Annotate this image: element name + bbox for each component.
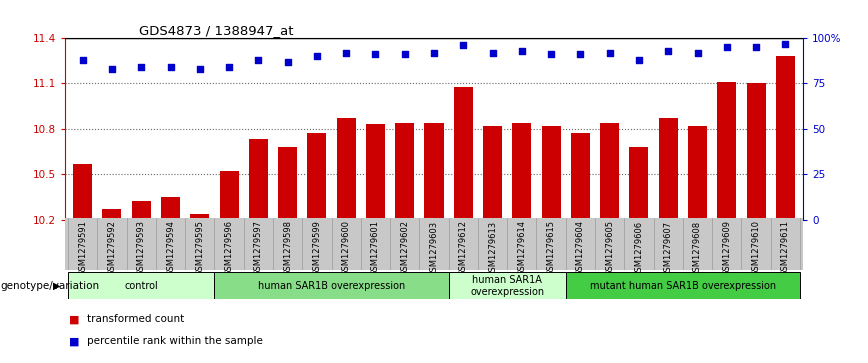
- Bar: [424, 123, 444, 220]
- Text: human SAR1B overexpression: human SAR1B overexpression: [258, 281, 405, 291]
- Bar: [395, 123, 414, 220]
- Point: [252, 57, 266, 63]
- Text: GSM1279594: GSM1279594: [166, 220, 175, 276]
- Text: GSM1279608: GSM1279608: [693, 220, 702, 277]
- Bar: [688, 126, 707, 220]
- Text: percentile rank within the sample: percentile rank within the sample: [87, 336, 263, 346]
- Point: [427, 50, 441, 56]
- Text: GSM1279593: GSM1279593: [137, 220, 146, 277]
- Bar: [73, 164, 92, 220]
- Point: [222, 64, 236, 70]
- Bar: [717, 82, 736, 220]
- Bar: [449, 272, 566, 299]
- Point: [602, 50, 616, 56]
- Bar: [68, 272, 214, 299]
- Text: GSM1279604: GSM1279604: [575, 220, 585, 277]
- Point: [193, 66, 207, 72]
- Text: GSM1279614: GSM1279614: [517, 220, 526, 277]
- Point: [76, 57, 89, 63]
- Text: GSM1279613: GSM1279613: [488, 220, 497, 277]
- Text: GSM1279595: GSM1279595: [195, 220, 204, 276]
- Bar: [512, 123, 531, 220]
- Bar: [659, 118, 678, 220]
- Text: GSM1279610: GSM1279610: [752, 220, 760, 277]
- Text: GSM1279609: GSM1279609: [722, 220, 731, 277]
- Point: [574, 52, 588, 57]
- Bar: [366, 124, 385, 220]
- Text: mutant human SAR1B overexpression: mutant human SAR1B overexpression: [589, 281, 776, 291]
- Bar: [746, 83, 766, 220]
- Text: GSM1279601: GSM1279601: [371, 220, 380, 277]
- Point: [398, 52, 411, 57]
- Text: GSM1279602: GSM1279602: [400, 220, 409, 277]
- Bar: [454, 86, 473, 220]
- Bar: [190, 213, 209, 220]
- Point: [457, 42, 470, 48]
- Text: GDS4873 / 1388947_at: GDS4873 / 1388947_at: [139, 24, 293, 37]
- Point: [749, 44, 763, 50]
- Bar: [132, 201, 151, 220]
- Bar: [337, 118, 356, 220]
- Text: GSM1279606: GSM1279606: [635, 220, 643, 277]
- Bar: [600, 123, 619, 220]
- Point: [369, 52, 383, 57]
- Text: GSM1279596: GSM1279596: [225, 220, 233, 277]
- Text: control: control: [124, 281, 158, 291]
- Bar: [161, 197, 180, 220]
- Text: GSM1279599: GSM1279599: [312, 220, 321, 276]
- Point: [515, 48, 529, 54]
- Bar: [776, 56, 795, 220]
- Text: GSM1279592: GSM1279592: [108, 220, 116, 276]
- Text: GSM1279603: GSM1279603: [430, 220, 438, 277]
- Point: [105, 66, 119, 72]
- Point: [544, 52, 558, 57]
- Text: GSM1279597: GSM1279597: [253, 220, 263, 277]
- Text: GSM1279611: GSM1279611: [781, 220, 790, 277]
- Text: ■: ■: [69, 314, 79, 325]
- Point: [691, 50, 705, 56]
- Bar: [542, 126, 561, 220]
- Text: GSM1279598: GSM1279598: [283, 220, 293, 277]
- Text: transformed count: transformed count: [87, 314, 185, 325]
- Bar: [483, 126, 502, 220]
- Text: GSM1279591: GSM1279591: [78, 220, 87, 276]
- Point: [135, 64, 148, 70]
- Point: [661, 48, 675, 54]
- Bar: [102, 209, 122, 220]
- Point: [632, 57, 646, 63]
- Point: [339, 50, 353, 56]
- Bar: [629, 147, 648, 220]
- Bar: [566, 272, 800, 299]
- Point: [779, 41, 792, 46]
- Bar: [571, 134, 590, 220]
- Text: ▶: ▶: [53, 281, 61, 291]
- Text: GSM1279600: GSM1279600: [342, 220, 351, 277]
- Bar: [249, 139, 268, 220]
- Bar: [214, 272, 449, 299]
- Bar: [278, 147, 297, 220]
- Text: GSM1279612: GSM1279612: [459, 220, 468, 277]
- Point: [280, 59, 294, 65]
- Text: ■: ■: [69, 336, 79, 346]
- Text: GSM1279607: GSM1279607: [664, 220, 673, 277]
- Text: human SAR1A
overexpression: human SAR1A overexpression: [470, 275, 544, 297]
- Text: genotype/variation: genotype/variation: [1, 281, 100, 291]
- Point: [720, 44, 733, 50]
- Point: [310, 53, 324, 59]
- Text: GSM1279615: GSM1279615: [547, 220, 556, 277]
- Point: [163, 64, 177, 70]
- Point: [485, 50, 499, 56]
- Text: GSM1279605: GSM1279605: [605, 220, 615, 277]
- Bar: [307, 134, 326, 220]
- Bar: [220, 171, 239, 220]
